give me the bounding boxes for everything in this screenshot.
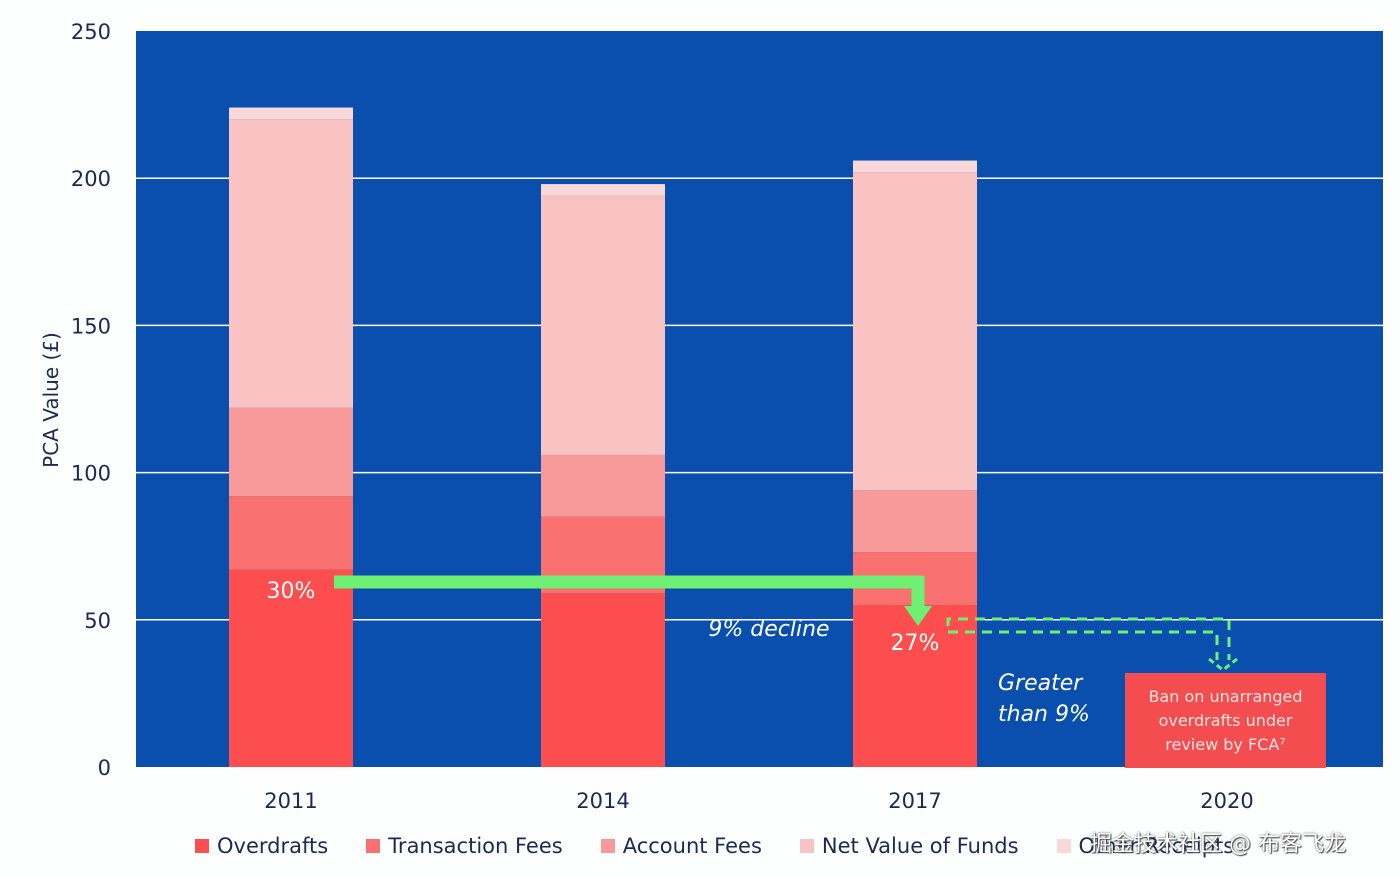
greater-annotation-line2: than 9% bbox=[998, 702, 1090, 727]
bar-segment-overdrafts bbox=[541, 593, 665, 767]
legend-swatch bbox=[1056, 839, 1071, 853]
y-axis-label: PCA Value (£) bbox=[39, 332, 63, 468]
legend-swatch bbox=[799, 839, 814, 853]
y-tick-label: 100 bbox=[71, 462, 111, 486]
legend-swatch bbox=[195, 839, 209, 853]
callout-line: Ban on unarranged bbox=[1148, 686, 1303, 706]
legend-label: Account Fees bbox=[622, 834, 762, 858]
bar-segment-other-receipts bbox=[853, 160, 977, 173]
x-tick-label: 2011 bbox=[264, 789, 317, 813]
legend-label: Other Receipts bbox=[1078, 834, 1235, 858]
y-tick-label: 50 bbox=[84, 609, 111, 633]
legend-item-transaction-fees: Transaction Fees bbox=[366, 834, 563, 858]
greater-annotation-line1: Greater bbox=[998, 671, 1084, 696]
dashed-arrow bbox=[946, 617, 1231, 660]
watermark: 掘金技术社区 @ 布客飞龙 bbox=[1090, 832, 1346, 857]
bar-segment-overdrafts bbox=[229, 569, 353, 767]
y-tick-label: 250 bbox=[71, 20, 111, 44]
bar-label-2017: 27% bbox=[891, 631, 940, 656]
callout-line: overdrafts under bbox=[1158, 710, 1293, 730]
bar-segment-account-fees bbox=[229, 407, 353, 497]
decline-arrow-head bbox=[904, 606, 932, 626]
legend-label: Net Value of Funds bbox=[821, 834, 1019, 858]
bar-segment-transaction-fees bbox=[229, 496, 353, 570]
dashed-arrow-head bbox=[1208, 657, 1238, 672]
bar-segment-overdrafts bbox=[853, 605, 977, 767]
callout-line: review by FCA⁷ bbox=[1165, 734, 1286, 754]
x-tick-label: 2014 bbox=[576, 789, 629, 813]
x-tick-label: 2020 bbox=[1200, 789, 1253, 813]
legend-label: Transaction Fees bbox=[388, 834, 563, 858]
bar-segment-other-receipts bbox=[541, 184, 665, 196]
legend-label: Overdrafts bbox=[217, 834, 329, 858]
legend: Overdrafts Transaction Fees Account Fees… bbox=[195, 834, 1272, 858]
legend-swatch bbox=[600, 839, 615, 853]
y-axis-ticks: 0 50 100 150 200 250 bbox=[71, 20, 111, 780]
y-tick-label: 150 bbox=[71, 314, 111, 338]
x-tick-label: 2017 bbox=[888, 789, 941, 813]
x-axis-ticks: 2011 2014 2017 2020 bbox=[264, 789, 1253, 813]
bar-segment-net-value-of-funds bbox=[541, 195, 665, 455]
bar-segment-other-receipts bbox=[229, 107, 353, 120]
y-tick-label: 200 bbox=[71, 167, 111, 191]
bar-segment-net-value-of-funds bbox=[229, 119, 353, 408]
legend-item-overdrafts: Overdrafts bbox=[195, 834, 328, 858]
bars bbox=[229, 107, 977, 767]
bar-segment-account-fees bbox=[541, 454, 665, 517]
bar-segment-account-fees bbox=[853, 490, 977, 553]
fca-callout-box: Ban on unarranged overdrafts under revie… bbox=[1125, 673, 1326, 768]
legend-item-other-receipts: Other Receipts bbox=[1056, 834, 1235, 858]
decline-arrow bbox=[334, 575, 925, 608]
decline-annotation: 9% decline bbox=[708, 617, 829, 642]
legend-swatch bbox=[366, 839, 381, 853]
legend-item-account-fees: Account Fees bbox=[600, 834, 762, 858]
bar-label-2011: 30% bbox=[267, 579, 316, 604]
bar-segment-net-value-of-funds bbox=[853, 172, 977, 491]
legend-item-net-value-of-funds: Net Value of Funds bbox=[799, 834, 1019, 858]
y-tick-label: 0 bbox=[98, 756, 111, 780]
